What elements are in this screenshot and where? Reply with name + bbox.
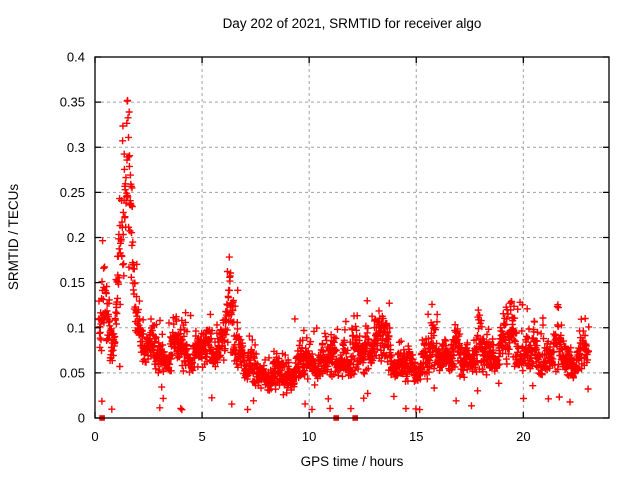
tick-labels: 0 5 10 15 20 0 0.05 0.1 0.15 0.2 0.25 0.3 0.35 0.4 bbox=[60, 50, 531, 445]
scatter-points bbox=[95, 96, 593, 414]
y-tick-label: 0.3 bbox=[67, 140, 85, 155]
y-tick-label: 0.15 bbox=[60, 275, 85, 290]
y-tick-label: 0.25 bbox=[60, 185, 85, 200]
x-tick-label: 10 bbox=[302, 429, 316, 444]
y-tick-label: 0 bbox=[78, 411, 85, 426]
x-tick-label: 5 bbox=[198, 429, 205, 444]
chart-title: Day 202 of 2021, SRMTID for receiver alg… bbox=[222, 16, 482, 31]
y-tick-label: 0.35 bbox=[60, 95, 85, 110]
y-tick-label: 0.1 bbox=[67, 320, 85, 335]
x-tick-label: 20 bbox=[516, 429, 530, 444]
x-tick-label: 0 bbox=[91, 429, 98, 444]
y-tick-label: 0.05 bbox=[60, 365, 85, 380]
y-tick-label: 0.2 bbox=[67, 230, 85, 245]
axes-frame bbox=[94, 56, 610, 419]
x-axis-label: GPS time / hours bbox=[300, 454, 404, 469]
y-tick-label: 0.4 bbox=[67, 50, 85, 65]
x-tick-label: 15 bbox=[409, 429, 423, 444]
